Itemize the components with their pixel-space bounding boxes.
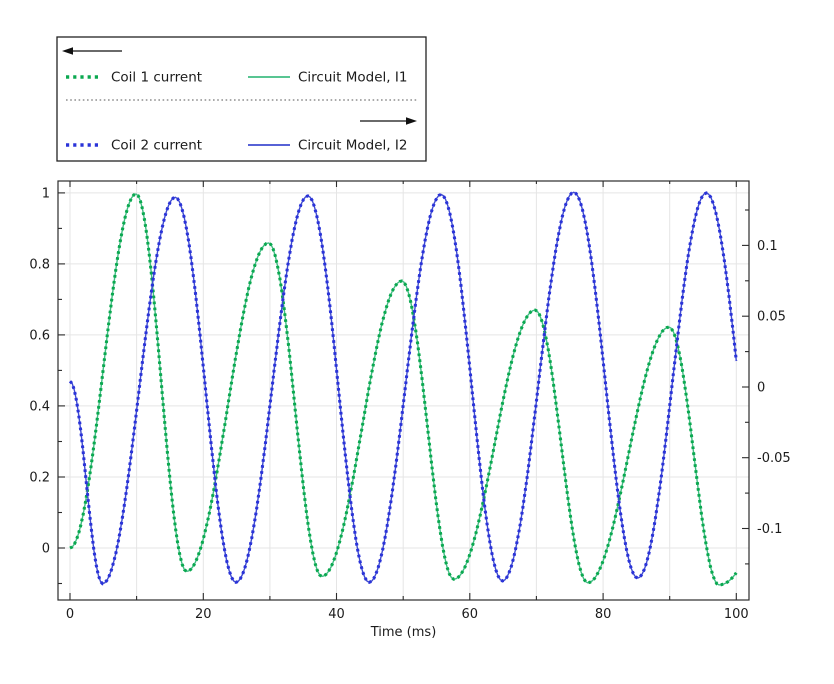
left-axis-tick-label: 0.2 — [29, 471, 50, 486]
x-axis-tick-label: 60 — [462, 607, 479, 622]
left-axis-tick-label: 0 — [42, 542, 50, 557]
right-axis-tick-label: 0 — [757, 381, 765, 396]
series-path-coil-1-current — [69, 192, 738, 587]
right-axis-tick-label: 0.1 — [757, 239, 778, 254]
right-axis-tick-label: 0.05 — [757, 310, 786, 325]
left-axis-arrow-icon — [62, 47, 73, 55]
left-axis-tick-label: 0.4 — [29, 399, 50, 414]
x-axis-tick-label: 40 — [328, 607, 345, 622]
left-axis-tick-label: 0.6 — [29, 328, 50, 343]
x-axis-tick-label: 80 — [595, 607, 612, 622]
left-axis-tick-label: 1 — [42, 186, 50, 201]
right-axis-tick-label: -0.05 — [757, 451, 791, 466]
series-path-coil-2-current — [68, 190, 738, 586]
left-axis-tick-label: 0.8 — [29, 257, 50, 272]
x-axis-tick-label: 0 — [66, 607, 74, 622]
legend-label: Coil 2 current — [111, 138, 202, 154]
x-axis-title: Time (ms) — [370, 625, 437, 640]
legend-label: Coil 1 current — [111, 70, 202, 86]
x-axis-tick-label: 20 — [195, 607, 212, 622]
legend-label: Circuit Model, I1 — [298, 70, 407, 86]
legend-box — [56, 36, 427, 162]
legend-label: Circuit Model, I2 — [298, 138, 407, 154]
right-axis-tick-label: -0.1 — [757, 522, 782, 537]
x-axis-tick-label: 100 — [724, 607, 749, 622]
right-axis-arrow-icon — [406, 117, 417, 125]
